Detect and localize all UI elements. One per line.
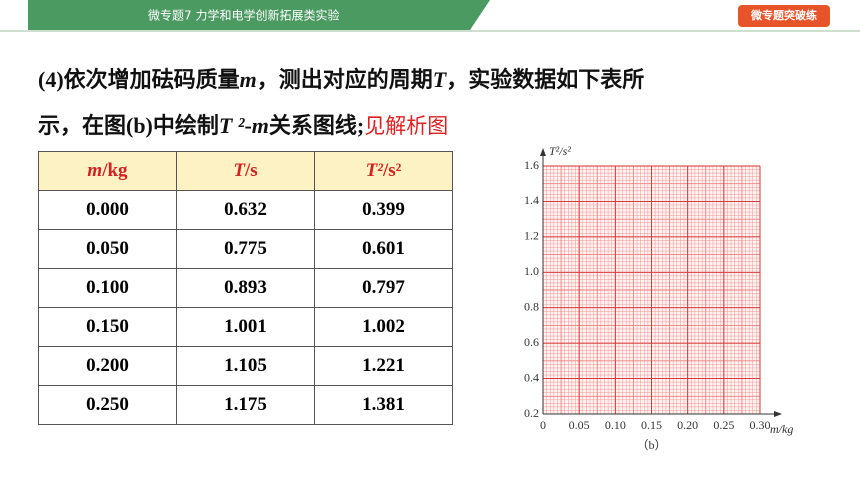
cell: 1.221 [314,346,453,386]
cell: 0.797 [314,268,453,308]
question-line: 示，在图(b)中绘制T ²-m关系图线;见解析图 [38,108,448,140]
graph: 0.2 0.4 0.6 0.8 1.0 1.2 1.4 1.6 0 0.05 0.10 0.15 0.2… [524,144,793,452]
answer: 见解析图 [364,114,449,138]
cell: 0.893 [176,268,315,308]
row: 0.200 1.105 1.221 [38,346,453,386]
cell: 1.001 [176,307,315,347]
x-tick-label: 0.05 [569,418,590,432]
x-arrow [774,411,782,417]
cell: 1.105 [176,346,315,386]
x-tick-label: 0.25 [713,418,734,432]
text: m [87,160,103,181]
cell: 1.175 [176,385,315,425]
text: ，测出对应的周期 [256,67,433,92]
header-cell: m/kg [38,151,177,191]
row: 0.000 0.632 0.399 [38,190,453,230]
cell: 0.100 [38,268,177,308]
topic-tab [28,0,490,30]
caption: （b） [636,438,666,452]
header-bar: 微专题7 力学和电学创新拓展类实验 微专题突破练 [0,0,860,32]
y-tick-label: 1.2 [524,229,539,243]
topic: 微专题7 力学和电学创新拓展类实验 [148,8,339,23]
x-tick-label: 0.20 [677,418,698,432]
text: T² [365,160,383,181]
y-tick-label: 0.6 [524,335,539,349]
cell: 1.002 [314,307,453,347]
text: m [251,113,269,138]
y-tick-label: 1.6 [524,158,539,172]
question-line: (4)依次增加砝码质量m，测出对应的周期T，实验数据如下表所 [38,62,644,94]
y-axis-label: T²/s² [549,144,571,158]
y-arrow [540,148,546,156]
text: (4)依次增加砝码质量 [38,67,240,92]
y-tick-label: 1.0 [524,264,539,278]
text: - [244,113,252,138]
text: /s [244,160,258,181]
text: T [233,160,245,181]
cell: 0.601 [314,229,453,269]
text: T ² [218,113,245,138]
badge: 微专题突破练 [750,8,817,22]
x-tick-label: 0.15 [641,418,662,432]
y-tick-label: 0.4 [524,370,539,384]
header-cell: T/s [176,151,315,191]
text: m [239,67,257,92]
text: 示，在图(b)中绘制 [38,113,219,138]
cell: 0.399 [314,190,453,230]
badge-bg [738,5,830,27]
x-tick-label: 0.10 [605,418,626,432]
text: /kg [102,160,128,181]
text: ，实验数据如下表所 [446,67,645,92]
x-axis-label: m/kg [770,422,793,436]
cell: 1.381 [314,385,453,425]
cell: 0.000 [38,190,177,230]
cell: 0.775 [176,229,315,269]
x-tick-label: 0.30 [750,418,771,432]
y-tick-label: 0.8 [524,299,539,313]
cell: 0.200 [38,346,177,386]
header-cell: T²/s² [314,151,453,191]
row: 0.100 0.893 0.797 [38,268,453,308]
y-tick-label: 0.2 [524,406,539,420]
text: 关系图线; [268,113,365,138]
row: 0.150 1.001 1.002 [38,307,453,347]
y-tick-label: 1.4 [524,193,539,207]
cell: 0.632 [176,190,315,230]
cell: 0.150 [38,307,177,347]
x-tick-label: 0 [540,418,546,432]
text: /s² [382,160,402,181]
row: 0.250 1.175 1.381 [38,385,453,425]
row: 0.050 0.775 0.601 [38,229,453,269]
text: T [432,67,447,92]
data-table: m/kg T/s T²/s² 0.000 0.632 0.399 0.050 0.775… [38,151,453,425]
cell: 0.250 [38,385,177,425]
cell: 0.050 [38,229,177,269]
